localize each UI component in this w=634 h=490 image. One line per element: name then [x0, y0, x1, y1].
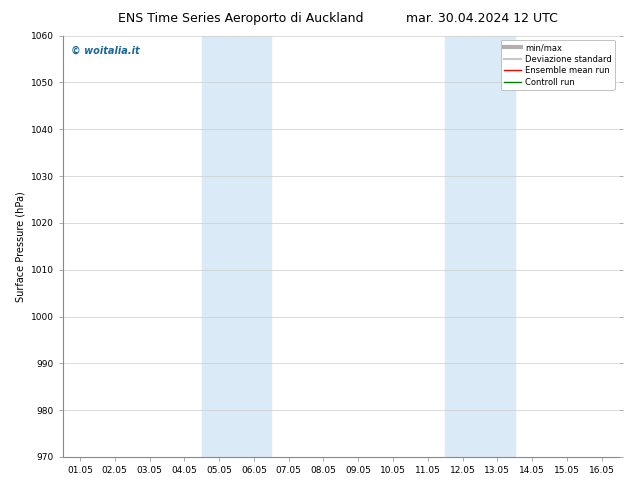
Bar [236, 36, 271, 457]
Bar [480, 36, 515, 457]
Text: mar. 30.04.2024 12 UTC: mar. 30.04.2024 12 UTC [406, 12, 558, 25]
Text: © woitalia.it: © woitalia.it [71, 46, 139, 56]
Bar [202, 36, 236, 457]
Text: ENS Time Series Aeroporto di Auckland: ENS Time Series Aeroporto di Auckland [118, 12, 364, 25]
Y-axis label: Surface Pressure (hPa): Surface Pressure (hPa) [15, 191, 25, 302]
Legend: min/max, Deviazione standard, Ensemble mean run, Controll run: min/max, Deviazione standard, Ensemble m… [501, 40, 615, 90]
Bar [445, 36, 480, 457]
